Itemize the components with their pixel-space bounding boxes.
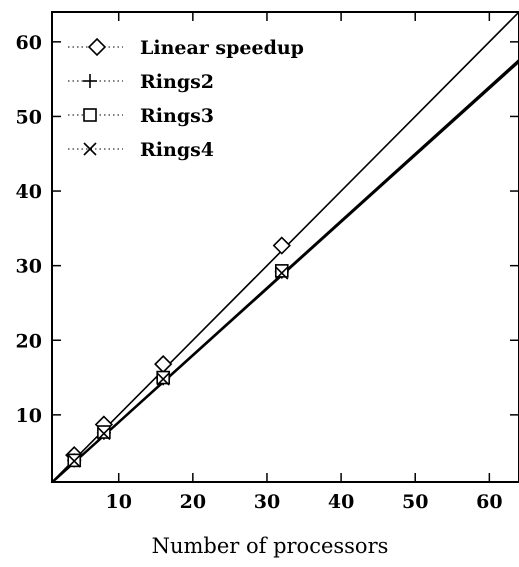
legend-marker	[83, 108, 97, 122]
series-markers	[65, 236, 291, 468]
data-point-rings4	[97, 426, 111, 441]
legend-label: Linear speedup	[140, 37, 304, 59]
marker-shape	[83, 108, 97, 122]
legend-item: Rings2	[68, 71, 214, 93]
data-point-rings4	[275, 266, 289, 280]
legend-label: Rings3	[140, 105, 214, 127]
marker-shape	[156, 372, 170, 386]
x-tick-label: 10	[105, 491, 131, 513]
legend: Linear speedup Rings2 Rings3 Rings4	[68, 37, 304, 161]
x-tick-label: 40	[328, 491, 354, 513]
marker-shape	[97, 426, 111, 441]
legend-label: Rings4	[140, 139, 214, 161]
marker-shape	[97, 425, 111, 439]
marker-shape	[156, 370, 170, 385]
x-tick-label: 60	[476, 491, 502, 513]
y-tick-label: 20	[16, 330, 42, 352]
data-point-rings3	[97, 425, 111, 439]
marker-shape	[67, 454, 81, 468]
legend-marker	[83, 74, 97, 88]
x-tick-label: 50	[402, 491, 428, 513]
y-tick-label: 40	[16, 181, 42, 203]
plot-frame	[51, 11, 519, 483]
marker-shape	[272, 236, 291, 255]
x-tick-label: 20	[180, 491, 206, 513]
y-tick-label: 50	[16, 106, 42, 128]
data-point-rings3	[274, 264, 289, 278]
legend-item: Linear speedup	[68, 37, 304, 59]
y-tick-label: 30	[16, 256, 42, 278]
data-point-linear-speedup	[272, 236, 291, 255]
data-point-rings4	[67, 454, 81, 468]
marker-shape	[154, 354, 173, 374]
x-tick-label: 30	[254, 491, 280, 513]
data-point-linear-speedup	[154, 354, 173, 374]
axis-ticks: 10 20 30 40 50 60 10 20 30 40 50 60	[16, 12, 519, 513]
marker-shape	[274, 264, 289, 278]
legend-item: Rings4	[68, 139, 214, 161]
y-tick-label: 60	[16, 32, 42, 54]
marker-shape	[275, 266, 289, 280]
legend-marker	[83, 142, 97, 156]
marker-shape	[83, 142, 97, 156]
legend-label: Rings2	[140, 71, 214, 93]
legend-marker	[87, 37, 107, 57]
x-axis-label: Number of processors	[152, 534, 389, 558]
marker-shape	[87, 37, 107, 57]
data-point-rings4	[156, 372, 170, 386]
legend-item: Rings3	[68, 105, 214, 127]
data-point-rings3	[156, 370, 170, 385]
y-tick-label: 10	[16, 405, 42, 427]
